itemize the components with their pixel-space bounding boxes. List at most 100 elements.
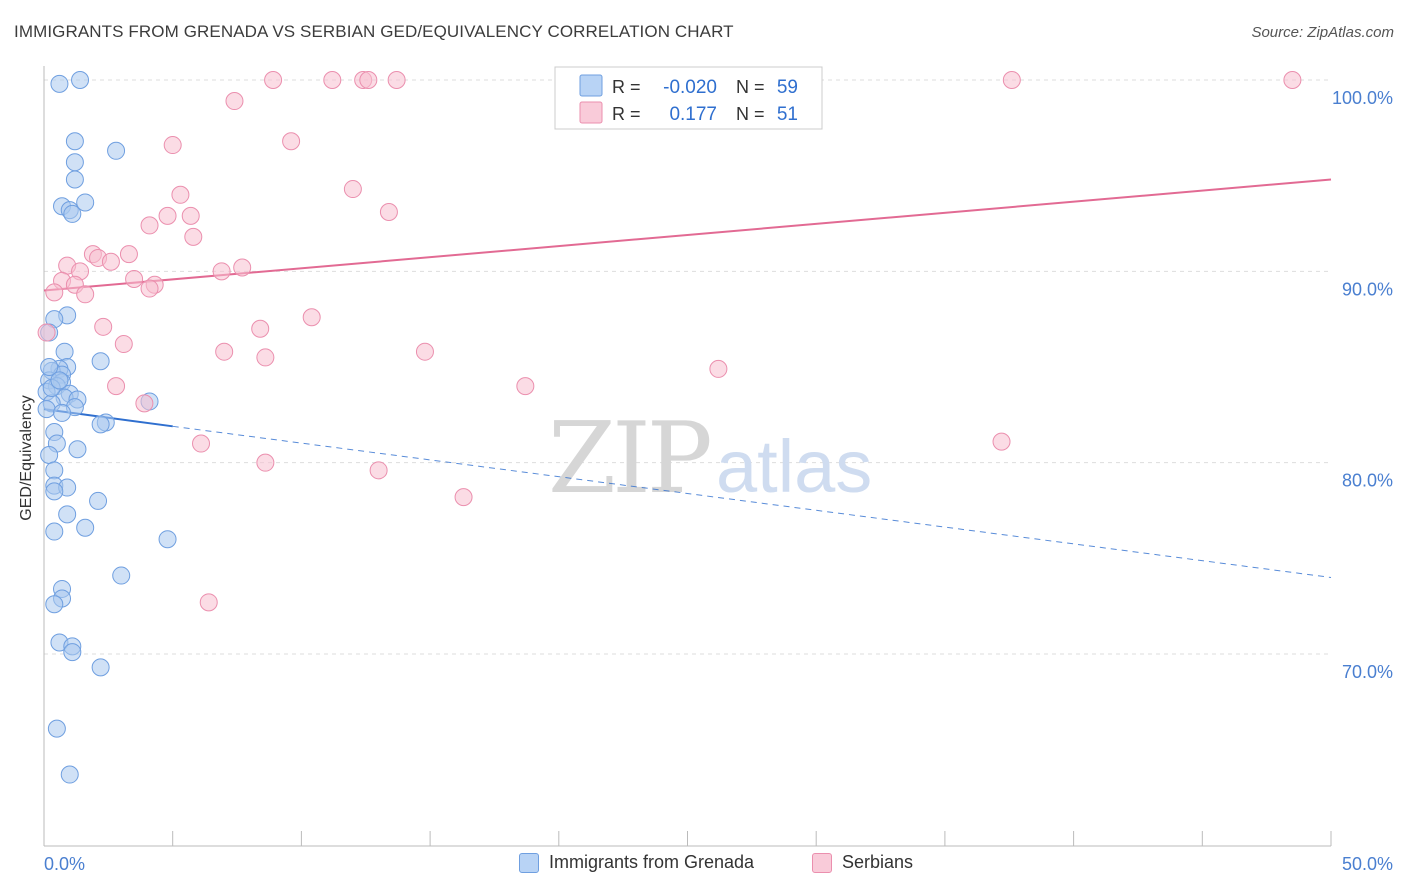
point-grenada xyxy=(65,132,84,151)
legend-item-serbians: Serbians xyxy=(812,852,913,873)
point-serbian xyxy=(94,317,113,336)
point-serbian xyxy=(387,71,406,89)
point-grenada xyxy=(45,482,64,501)
point-grenada xyxy=(65,170,84,189)
point-serbian xyxy=(264,71,283,89)
point-serbian xyxy=(140,279,159,298)
point-serbian xyxy=(119,245,138,264)
point-serbian xyxy=(163,136,182,155)
y-axis-label: GED/Equivalency xyxy=(18,395,35,520)
point-serbian xyxy=(256,453,275,472)
legend-r-label-2: R = xyxy=(612,104,641,124)
legend-label-serbians: Serbians xyxy=(842,852,914,872)
point-grenada xyxy=(53,403,72,422)
point-serbian xyxy=(709,359,728,378)
point-grenada xyxy=(50,74,69,93)
point-serbian xyxy=(171,185,190,204)
point-serbian xyxy=(454,488,473,507)
x-tick-label: 50.0% xyxy=(1342,854,1393,874)
point-grenada xyxy=(91,415,110,434)
point-serbian xyxy=(199,593,218,612)
point-serbian xyxy=(212,262,231,281)
point-grenada xyxy=(45,595,64,614)
point-grenada xyxy=(65,153,84,172)
point-grenada xyxy=(107,141,126,160)
point-serbian xyxy=(251,319,270,338)
legend-n-value-1: 59 xyxy=(777,77,798,98)
point-grenada xyxy=(50,371,69,390)
point-grenada xyxy=(45,461,64,480)
y-tick-label: 80.0% xyxy=(1342,471,1393,491)
point-serbian xyxy=(256,348,275,367)
point-serbian xyxy=(415,342,434,361)
point-grenada xyxy=(63,204,82,223)
trend-line-grenada-extended xyxy=(172,425,1332,578)
legend-n-value-2: 51 xyxy=(777,104,798,125)
point-serbian xyxy=(125,269,144,288)
point-grenada xyxy=(55,342,74,361)
point-grenada xyxy=(60,765,79,784)
point-serbian xyxy=(1283,71,1302,89)
point-serbian xyxy=(158,206,177,225)
point-grenada xyxy=(91,658,110,677)
point-grenada xyxy=(91,352,110,371)
x-tick-label: 0.0% xyxy=(44,854,85,874)
point-grenada xyxy=(40,446,59,465)
y-tick-label: 70.0% xyxy=(1342,662,1393,682)
tick-labels: 70.0% 80.0% 90.0% 100.0% 0.0% 50.0% xyxy=(44,88,1393,874)
legend-item-grenada: Immigrants from Grenada xyxy=(519,852,754,873)
trend-lines xyxy=(43,178,1332,578)
point-grenada xyxy=(58,505,77,524)
legend-r-label-1: R = xyxy=(612,77,641,97)
legend-r-value-1: -0.020 xyxy=(663,77,717,98)
point-serbian xyxy=(181,206,200,225)
legend-box: R = -0.020 N = 59 R = 0.177 N = 51 xyxy=(554,66,823,130)
legend-swatch-serbians xyxy=(812,852,832,873)
point-serbian xyxy=(215,342,234,361)
point-serbian xyxy=(379,203,398,222)
point-serbian xyxy=(282,132,301,151)
point-grenada xyxy=(37,400,56,419)
point-serbian xyxy=(192,434,211,453)
point-serbian xyxy=(101,252,120,271)
point-grenada xyxy=(40,358,59,376)
point-grenada xyxy=(76,193,95,212)
point-serbian xyxy=(135,394,154,413)
point-grenada xyxy=(47,719,66,738)
point-serbian xyxy=(114,335,133,354)
point-serbian xyxy=(45,283,64,302)
legend-swatch-pink xyxy=(579,101,603,124)
watermark-zip: ZIP xyxy=(548,402,710,516)
watermark-atlas: atlas xyxy=(716,425,872,508)
legend-n-label-2: N = xyxy=(736,104,765,124)
point-grenada xyxy=(158,530,177,549)
point-grenada xyxy=(112,566,131,585)
point-serbian xyxy=(225,92,244,111)
grid-lines xyxy=(44,79,1331,655)
point-grenada xyxy=(89,491,108,510)
point-serbian xyxy=(992,432,1011,451)
point-serbian xyxy=(76,285,95,304)
point-serbian xyxy=(140,216,159,235)
point-grenada xyxy=(71,71,90,89)
legend-r-value-2: 0.177 xyxy=(669,104,717,125)
legend-n-label-1: N = xyxy=(736,77,765,97)
point-serbian xyxy=(1002,71,1021,89)
point-serbian xyxy=(323,71,342,89)
point-serbian xyxy=(233,258,252,277)
point-serbian xyxy=(37,323,56,342)
point-grenada xyxy=(76,518,95,537)
bottom-legend: Immigrants from Grenada Serbians xyxy=(0,852,1406,878)
point-serbian xyxy=(359,71,378,89)
point-grenada xyxy=(68,440,87,459)
y-tick-label: 100.0% xyxy=(1332,88,1393,108)
watermark: ZIP atlas xyxy=(548,402,872,516)
legend-swatch-grenada xyxy=(519,852,539,873)
point-serbian xyxy=(369,461,388,480)
point-serbian xyxy=(343,180,362,199)
point-grenada xyxy=(45,522,64,541)
legend-label-grenada: Immigrants from Grenada xyxy=(549,852,755,872)
y-tick-label: 90.0% xyxy=(1342,279,1393,299)
source-label: Source: ZipAtlas.com xyxy=(1251,24,1394,41)
